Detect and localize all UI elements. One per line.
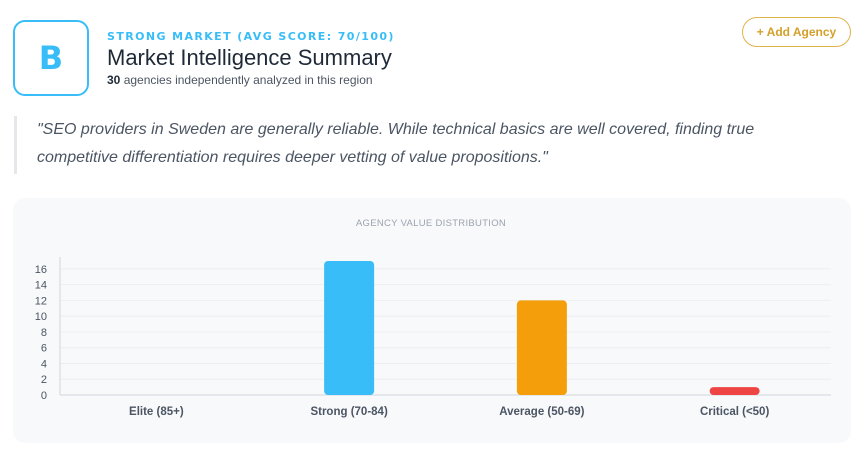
bar-2 xyxy=(324,261,375,395)
x-tick-label: Strong (70-84) xyxy=(310,406,387,418)
y-tick-label: 14 xyxy=(35,280,47,292)
market-status-label: STRONG MARKET (AVG SCORE: 70/100) xyxy=(107,30,395,43)
grade-badge: B xyxy=(13,20,89,96)
agency-count: 30 xyxy=(107,73,121,87)
y-tick-label: 8 xyxy=(41,327,47,339)
y-tick-label: 16 xyxy=(35,264,47,276)
agency-count-line: 30 agencies independently analyzed in th… xyxy=(107,73,373,87)
y-tick-label: 4 xyxy=(41,358,47,370)
y-tick-label: 10 xyxy=(35,311,47,323)
quote-text: "SEO providers in Sweden are generally r… xyxy=(37,121,755,166)
y-tick-label: 12 xyxy=(35,295,47,307)
value-distribution-chart-card: AGENCY VALUE DISTRIBUTION 0 2 4 6 8 10 12 14 16 El… xyxy=(13,198,851,443)
y-tick-label: 2 xyxy=(41,374,47,386)
x-tick-label: Average (50-69) xyxy=(499,406,584,418)
grade-letter: B xyxy=(38,39,64,77)
x-tick-label: Critical (<50) xyxy=(700,406,770,418)
chart-title: AGENCY VALUE DISTRIBUTION xyxy=(356,218,506,229)
market-summary-quote: "SEO providers in Sweden are generally r… xyxy=(14,116,834,174)
agency-count-suffix: agencies independently analyzed in this … xyxy=(120,73,373,87)
y-tick-label: 0 xyxy=(41,390,47,402)
value-distribution-chart: AGENCY VALUE DISTRIBUTION 0 2 4 6 8 10 12 14 16 El… xyxy=(35,218,831,418)
y-tick-label: 6 xyxy=(41,343,47,355)
bar-3 xyxy=(516,300,567,395)
x-tick-label: Elite (85+) xyxy=(129,406,184,418)
bar-4 xyxy=(709,387,760,395)
page-title: Market Intelligence Summary xyxy=(107,45,392,70)
add-agency-button[interactable]: + Add Agency xyxy=(742,17,851,47)
